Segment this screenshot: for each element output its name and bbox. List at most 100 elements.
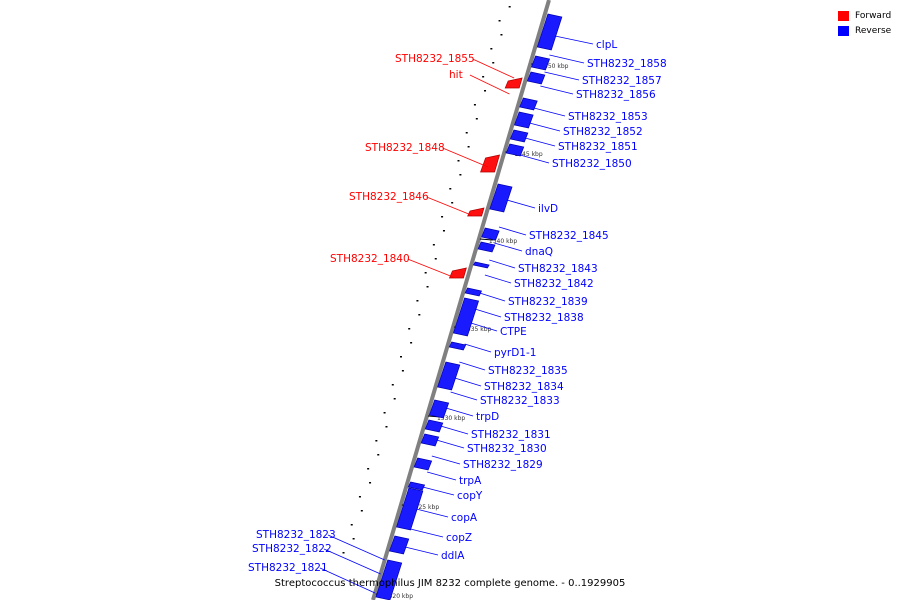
reverse-gene-label: copY <box>457 490 483 502</box>
reverse-gene-label: copA <box>451 512 478 524</box>
forward-gene-label: STH8232_1855 <box>395 53 475 65</box>
grid-mark <box>492 62 495 64</box>
tick-label: 1540 kbp <box>489 238 517 245</box>
reverse-gene-label: STH8232_1857 <box>582 75 662 87</box>
reverse-gene <box>413 457 433 471</box>
forward-gene-label: STH8232_1846 <box>349 191 429 203</box>
grid-mark <box>441 216 444 218</box>
grid-mark <box>451 202 454 204</box>
reverse-gene-label: STH8232_1823 <box>256 529 336 541</box>
reverse-gene-label: ilvD <box>538 203 558 215</box>
tick-label: 1530 kbp <box>437 415 465 422</box>
reverse-gene-label: STH8232_1838 <box>504 312 584 324</box>
grid-mark <box>467 146 470 148</box>
reverse-gene <box>477 241 496 253</box>
reverse-gene <box>448 341 467 351</box>
reverse-gene-label: pyrD1-1 <box>494 347 536 359</box>
reverse-gene-label: STH8232_1822 <box>252 543 332 555</box>
reverse-gene-label: CTPE <box>500 326 527 338</box>
reverse-gene-label: STH8232_1845 <box>529 230 609 242</box>
reverse-swatch <box>838 25 849 36</box>
reverse-gene-label: dnaQ <box>525 246 553 258</box>
reverse-gene-label: STH8232_1851 <box>558 141 638 153</box>
legend-forward-label: Forward <box>855 10 892 21</box>
reverse-gene-label: STH8232_1843 <box>518 263 598 275</box>
grid-mark <box>500 34 503 36</box>
grid-mark <box>459 174 462 176</box>
grid-mark <box>391 384 394 386</box>
legend-reverse-label: Reverse <box>855 25 892 36</box>
tick-label: 1550 kbp <box>540 63 568 70</box>
reverse-gene <box>481 227 500 241</box>
tick-label: 1535 kbp <box>463 326 491 333</box>
reverse-gene <box>464 287 483 297</box>
reverse-gene-label: STH8232_1830 <box>467 443 547 455</box>
forward-swatch <box>838 10 849 21</box>
grid-mark <box>393 398 396 400</box>
forward-gene-label: hit <box>449 69 463 81</box>
grid-mark <box>401 370 404 372</box>
genome-backbone <box>371 0 551 600</box>
grid-mark <box>498 20 501 22</box>
genome-caption: Streptococcus thermophilus JIM 8232 comp… <box>274 578 626 589</box>
reverse-gene <box>530 55 551 71</box>
reverse-gene-label: STH8232_1852 <box>563 126 643 138</box>
reverse-gene-label: STH8232_1834 <box>484 381 564 393</box>
reverse-gene <box>526 71 546 85</box>
grid-mark <box>385 426 388 428</box>
grid-mark <box>383 412 386 414</box>
grid-mark <box>400 356 403 358</box>
grid-mark <box>449 188 452 190</box>
reverse-gene-label: STH8232_1839 <box>508 296 588 308</box>
reverse-gene <box>407 481 426 491</box>
grid-mark <box>418 314 421 316</box>
reverse-gene <box>428 399 450 419</box>
reverse-gene <box>420 433 440 447</box>
grid-mark <box>465 132 468 134</box>
reverse-gene-label: STH8232_1850 <box>552 158 632 170</box>
reverse-gene <box>489 183 513 213</box>
grid-mark <box>360 510 363 512</box>
reverse-gene <box>375 559 403 600</box>
reverse-gene-label: STH8232_1833 <box>480 395 560 407</box>
grid-mark <box>358 496 361 498</box>
legend-forward: Forward <box>838 8 891 23</box>
grid-mark <box>482 76 485 78</box>
legend: Forward Reverse <box>838 8 891 38</box>
grid-mark <box>375 440 378 442</box>
reverse-gene <box>536 13 563 51</box>
reverse-gene-label: trpD <box>476 411 499 423</box>
grid-mark <box>484 90 487 92</box>
forward-gene <box>467 207 485 217</box>
grid-mark <box>408 328 411 330</box>
reverse-gene <box>452 297 480 337</box>
tick-label: 1525 kbp <box>411 504 439 511</box>
grid-mark <box>350 524 353 526</box>
reverse-gene-label: STH8232_1829 <box>463 459 543 471</box>
grid-mark <box>377 454 380 456</box>
reverse-gene <box>437 361 461 391</box>
grid-mark <box>434 258 437 260</box>
grid-mark <box>490 48 493 50</box>
forward-gene-label: STH8232_1840 <box>330 253 410 265</box>
reverse-gene <box>509 129 529 143</box>
grid-mark <box>352 538 355 540</box>
reverse-gene <box>505 143 525 157</box>
tick-label: 1545 kbp <box>514 151 542 158</box>
grid-mark <box>508 6 511 8</box>
grid-mark <box>424 272 427 274</box>
tick: 1540 kbp <box>479 238 517 245</box>
reverse-gene-label: STH8232_1856 <box>576 89 656 101</box>
reverse-gene-label: trpA <box>459 475 482 487</box>
reverse-gene-label: STH8232_1842 <box>514 278 594 290</box>
reverse-gene <box>424 419 444 433</box>
reverse-gene <box>519 97 538 111</box>
grid-mark <box>367 468 370 470</box>
forward-gene <box>480 154 501 173</box>
forward-gene <box>504 77 523 89</box>
reverse-gene-label: STH8232_1831 <box>471 429 551 441</box>
reverse-gene-label: STH8232_1853 <box>568 111 648 123</box>
grid-mark <box>442 230 445 232</box>
reverse-gene-label: STH8232_1858 <box>587 58 667 70</box>
grid-mark <box>473 104 476 106</box>
